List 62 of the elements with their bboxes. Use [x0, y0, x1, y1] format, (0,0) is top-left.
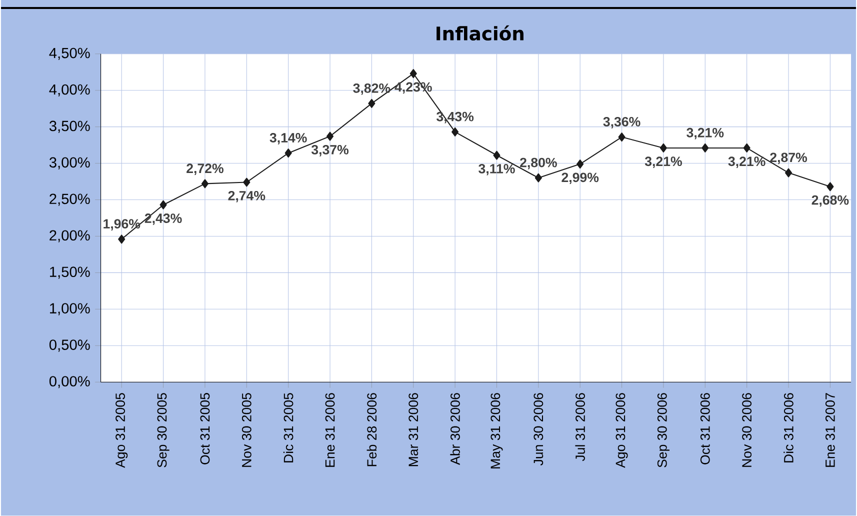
- x-tick-label: Ago 31 2005: [116, 393, 128, 468]
- point: [410, 69, 417, 78]
- point: [493, 150, 500, 160]
- data-label: 2,68%: [812, 195, 849, 207]
- x-tick-label: Oct 31 2006: [700, 393, 710, 464]
- point: [118, 234, 126, 244]
- y-tick-label: 3,50%: [49, 120, 90, 133]
- data-label: 2,99%: [562, 172, 599, 184]
- x-tick-label: Abr 30 2006: [450, 393, 460, 466]
- x-tick-label: Ene 31 2006: [325, 393, 335, 467]
- point: [826, 182, 834, 192]
- data-label: 2,80%: [520, 158, 557, 170]
- y-tick-label: 3,00%: [49, 157, 90, 170]
- x-tick-label: Dic 31 2005: [283, 393, 294, 462]
- y-tick-label: 2,50%: [50, 194, 90, 206]
- x-tick-label: May 31 2006: [490, 393, 503, 468]
- x-tick-label: Nov 30 2006: [742, 393, 752, 467]
- data-label: 2,72%: [186, 164, 224, 176]
- data-label: 3,14%: [270, 133, 307, 144]
- x-tick-label: Sep 30 2005: [157, 393, 170, 468]
- x-tick-label: Jun 30 2006: [534, 393, 544, 466]
- x-tick-label: Mar 31 2006: [408, 393, 418, 466]
- y-tick-label: 1,00%: [50, 303, 90, 316]
- x-tick-label: Jul 31 2006: [575, 393, 585, 462]
- y-tick-label: 4,00%: [49, 84, 90, 96]
- x-tick-label: Dic 31 2006: [784, 393, 794, 462]
- y-tick-label: 0,00%: [49, 376, 90, 388]
- data-label: 2,43%: [144, 214, 182, 225]
- data-label: 3,21%: [686, 128, 724, 140]
- x-tick-label: Nov 30 2005: [242, 393, 252, 467]
- chart-title: Inflación: [436, 25, 524, 41]
- point: [702, 144, 709, 153]
- data-label: 3,11%: [478, 164, 515, 176]
- point: [452, 127, 459, 137]
- x-tick-label: Ago 31 2006: [616, 393, 628, 468]
- point: [368, 99, 376, 108]
- point: [160, 200, 167, 210]
- data-label: 2,74%: [228, 191, 266, 202]
- y-tick-label: 1,50%: [50, 266, 90, 279]
- point: [576, 160, 584, 169]
- y-tick-label: 4,50%: [49, 48, 90, 60]
- point: [201, 179, 208, 188]
- data-label: 3,82%: [353, 84, 390, 95]
- point: [326, 132, 334, 141]
- x-tick-label: Feb 28 2006: [366, 393, 377, 466]
- data-label: 2,87%: [770, 152, 808, 164]
- point: [618, 132, 626, 142]
- y-tick-label: 0,50%: [49, 340, 90, 352]
- x-tick-label: Sep 30 2006: [657, 393, 670, 468]
- point: [284, 148, 292, 158]
- point: [660, 144, 667, 153]
- x-tick-label: Oct 31 2005: [200, 393, 210, 464]
- y-tick-label: 2,00%: [50, 230, 90, 242]
- point: [534, 173, 542, 182]
- data-label: 3,36%: [603, 117, 640, 128]
- data-label: 3,37%: [311, 145, 349, 156]
- point: [243, 178, 250, 187]
- point: [743, 144, 750, 153]
- point: [784, 168, 792, 178]
- data-label: 3,21%: [728, 156, 766, 168]
- x-tick-label: Ene 31 2007: [825, 393, 835, 467]
- data-label: 3,21%: [644, 156, 682, 168]
